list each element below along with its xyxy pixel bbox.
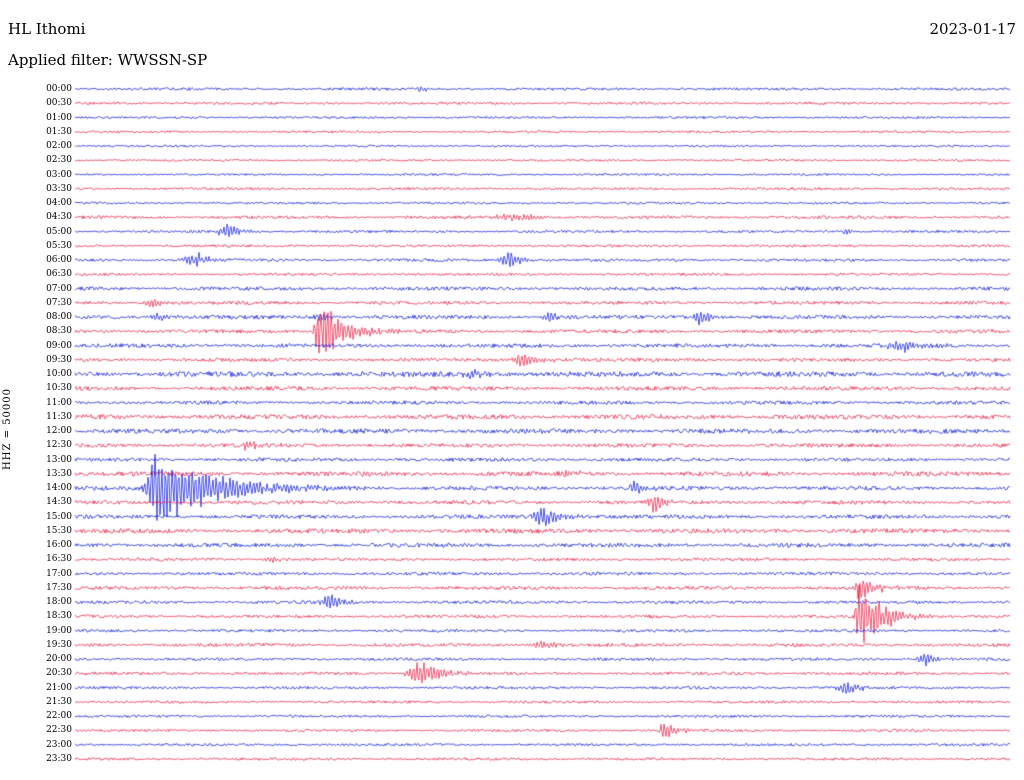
time-label: 09:30 <box>46 354 72 365</box>
time-label: 11:30 <box>46 411 72 422</box>
time-label: 07:30 <box>46 297 72 308</box>
time-label: 14:00 <box>46 483 72 494</box>
time-label: 02:00 <box>46 141 72 152</box>
time-label: 08:00 <box>46 312 72 323</box>
time-label: 06:30 <box>46 269 72 280</box>
time-label: 15:30 <box>46 525 72 536</box>
time-label: 11:00 <box>46 397 72 408</box>
time-label: 04:30 <box>46 212 72 223</box>
time-label: 06:00 <box>46 255 72 266</box>
time-label: 21:30 <box>46 696 72 707</box>
time-label: 18:30 <box>46 611 72 622</box>
time-label: 05:00 <box>46 226 72 237</box>
time-label: 01:00 <box>46 112 72 123</box>
time-label: 23:00 <box>46 739 72 750</box>
time-label: 22:30 <box>46 725 72 736</box>
time-label: 08:30 <box>46 326 72 337</box>
time-label: 18:00 <box>46 597 72 608</box>
time-label: 05:30 <box>46 240 72 251</box>
time-label: 13:00 <box>46 454 72 465</box>
time-label: 19:30 <box>46 639 72 650</box>
time-label: 20:30 <box>46 668 72 679</box>
time-label: 02:30 <box>46 155 72 166</box>
date-label: 2023-01-17 <box>929 20 1016 38</box>
time-label: 14:30 <box>46 497 72 508</box>
time-label: 10:00 <box>46 369 72 380</box>
time-label: 16:30 <box>46 554 72 565</box>
time-label: 03:30 <box>46 183 72 194</box>
time-label: 00:30 <box>46 98 72 109</box>
time-label: 17:00 <box>46 568 72 579</box>
time-label: 09:00 <box>46 340 72 351</box>
time-label: 16:00 <box>46 540 72 551</box>
time-label: 04:00 <box>46 198 72 209</box>
time-label: 17:30 <box>46 582 72 593</box>
time-label: 21:00 <box>46 682 72 693</box>
time-label: 07:00 <box>46 283 72 294</box>
time-label: 13:30 <box>46 468 72 479</box>
time-label: 12:30 <box>46 440 72 451</box>
time-label: 03:00 <box>46 169 72 180</box>
time-label: 10:30 <box>46 383 72 394</box>
time-label: 15:00 <box>46 511 72 522</box>
time-label: 23:30 <box>46 754 72 764</box>
time-label: 00:00 <box>46 84 72 94</box>
station-title: HL Ithomi <box>8 20 86 38</box>
time-label: 19:00 <box>46 625 72 636</box>
time-label: 20:00 <box>46 654 72 665</box>
filter-label: Applied filter: WWSSN-SP <box>8 51 208 69</box>
time-label: 12:00 <box>46 426 72 437</box>
time-label: 01:30 <box>46 126 72 137</box>
time-label: 22:00 <box>46 711 72 722</box>
